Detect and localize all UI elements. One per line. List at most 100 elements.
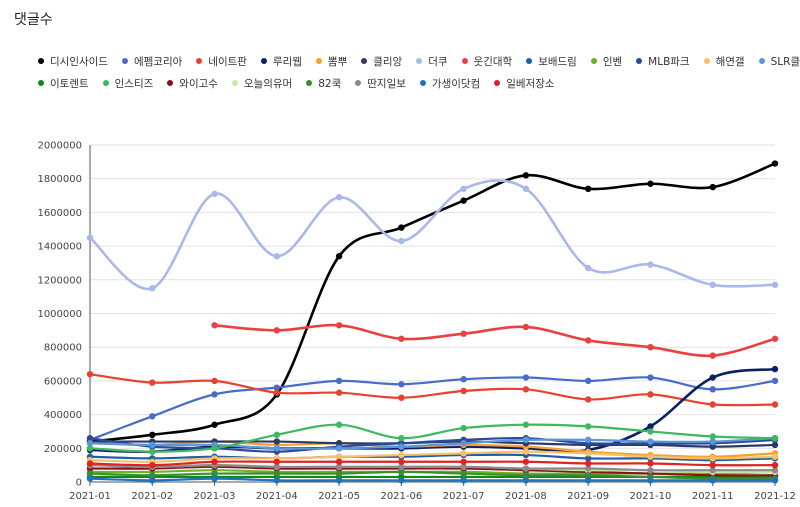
data-point bbox=[460, 185, 467, 193]
legend-item[interactable]: 딴지일보 bbox=[355, 76, 406, 91]
legend-item[interactable]: 인스티즈 bbox=[102, 76, 154, 91]
legend-item[interactable]: 루리웹 bbox=[260, 54, 302, 69]
data-point bbox=[709, 433, 716, 440]
legend-marker-icon bbox=[636, 58, 643, 64]
legend-item[interactable]: 클리앙 bbox=[361, 54, 402, 69]
series-line bbox=[89, 464, 775, 472]
data-point bbox=[771, 453, 779, 460]
series-line bbox=[89, 453, 776, 462]
data-point bbox=[149, 477, 156, 484]
legend-item[interactable]: 디시인사이드 bbox=[38, 54, 108, 69]
legend-item[interactable]: 뽐뿌 bbox=[315, 54, 347, 69]
data-point bbox=[86, 460, 94, 467]
legend-item[interactable]: 82쿡 bbox=[306, 76, 341, 91]
data-point bbox=[709, 401, 716, 408]
data-point bbox=[273, 327, 281, 334]
legend-item[interactable]: 에펨코리아 bbox=[121, 54, 183, 69]
data-point bbox=[522, 172, 530, 179]
legend-item[interactable]: 일베저장소 bbox=[494, 76, 555, 91]
legend-label: 인벤 bbox=[602, 55, 623, 68]
data-point bbox=[211, 322, 218, 329]
legend-marker-icon bbox=[416, 58, 423, 64]
legend-marker-icon bbox=[121, 58, 128, 64]
series-line bbox=[89, 460, 776, 467]
legend-item[interactable]: 오늘의유머 bbox=[231, 76, 292, 91]
series-line bbox=[89, 376, 776, 441]
legend-item[interactable]: SLR클럽 bbox=[758, 54, 800, 69]
data-point bbox=[647, 460, 654, 467]
data-point bbox=[398, 443, 405, 450]
data-point bbox=[522, 386, 530, 393]
legend-label: 인스티즈 bbox=[114, 77, 154, 90]
legend-item[interactable]: 더쿠 bbox=[416, 54, 448, 69]
data-point bbox=[647, 374, 654, 381]
data-point bbox=[709, 183, 716, 191]
data-point bbox=[335, 477, 343, 484]
y-tick-label: 1200000 bbox=[37, 275, 82, 286]
data-point bbox=[86, 434, 94, 442]
legend-label: 보배드림 bbox=[538, 55, 577, 68]
data-point bbox=[522, 477, 530, 484]
data-point bbox=[460, 463, 467, 471]
data-point bbox=[398, 394, 405, 401]
data-point bbox=[771, 467, 779, 474]
legend-marker-icon bbox=[167, 80, 174, 86]
legend-label: SLR클럽 bbox=[770, 55, 800, 68]
y-tick-label: 800000 bbox=[44, 343, 82, 354]
legend-item[interactable]: 와이고수 bbox=[167, 76, 218, 91]
data-point bbox=[273, 477, 281, 484]
data-point bbox=[584, 460, 592, 467]
series-line bbox=[89, 465, 776, 477]
data-point bbox=[460, 330, 467, 337]
x-tick-label: 2021-12 bbox=[754, 491, 796, 502]
legend-item[interactable]: 웃긴대학 bbox=[461, 54, 513, 69]
legend-marker-icon bbox=[526, 58, 533, 64]
y-tick-label: 600000 bbox=[44, 376, 82, 387]
data-point bbox=[460, 387, 467, 395]
data-point bbox=[522, 185, 530, 193]
legend-label: 디시인사이드 bbox=[50, 55, 108, 68]
x-tick-label: 2021-07 bbox=[443, 491, 485, 502]
data-point bbox=[709, 438, 716, 445]
data-point bbox=[460, 477, 467, 484]
data-point bbox=[522, 323, 530, 331]
legend-marker-icon bbox=[196, 58, 203, 64]
legend-item[interactable]: 네이트판 bbox=[196, 54, 247, 69]
data-point bbox=[149, 441, 156, 449]
data-point bbox=[522, 465, 530, 472]
legend-item[interactable]: 인벤 bbox=[590, 54, 623, 69]
data-point bbox=[647, 477, 654, 484]
data-point bbox=[460, 470, 467, 477]
legend-item[interactable]: 이토렌트 bbox=[38, 76, 89, 91]
legend-item[interactable]: 보배드림 bbox=[526, 54, 577, 69]
legend-item[interactable]: 해연갤 bbox=[703, 54, 745, 69]
x-tick-label: 2021-03 bbox=[194, 491, 236, 502]
legend-label: 와이고수 bbox=[179, 77, 218, 90]
data-point bbox=[709, 281, 716, 289]
data-point bbox=[335, 322, 343, 329]
data-point bbox=[584, 472, 592, 479]
legend-label: 에펨코리아 bbox=[133, 55, 183, 68]
data-point bbox=[584, 423, 592, 430]
data-point bbox=[273, 253, 281, 260]
data-point bbox=[149, 461, 156, 469]
series-line bbox=[89, 179, 776, 291]
data-point bbox=[647, 453, 654, 460]
data-point bbox=[522, 436, 530, 444]
data-point bbox=[86, 440, 94, 447]
data-point bbox=[398, 335, 405, 342]
x-tick-label: 2021-09 bbox=[567, 491, 609, 502]
x-tick-label: 2021-10 bbox=[630, 491, 672, 502]
data-point bbox=[398, 463, 405, 471]
data-point bbox=[273, 445, 281, 452]
legend-label: 웃긴대학 bbox=[473, 55, 513, 68]
legend-item[interactable]: MLB파크 bbox=[636, 54, 690, 69]
x-tick-label: 2021-08 bbox=[505, 491, 547, 502]
data-point bbox=[584, 264, 592, 272]
data-point bbox=[709, 455, 716, 462]
y-tick-label: 400000 bbox=[44, 410, 82, 421]
data-point bbox=[398, 451, 405, 459]
data-point bbox=[335, 377, 343, 385]
legend-item[interactable]: 가생이닷컴 bbox=[419, 76, 480, 91]
data-point bbox=[398, 477, 405, 484]
